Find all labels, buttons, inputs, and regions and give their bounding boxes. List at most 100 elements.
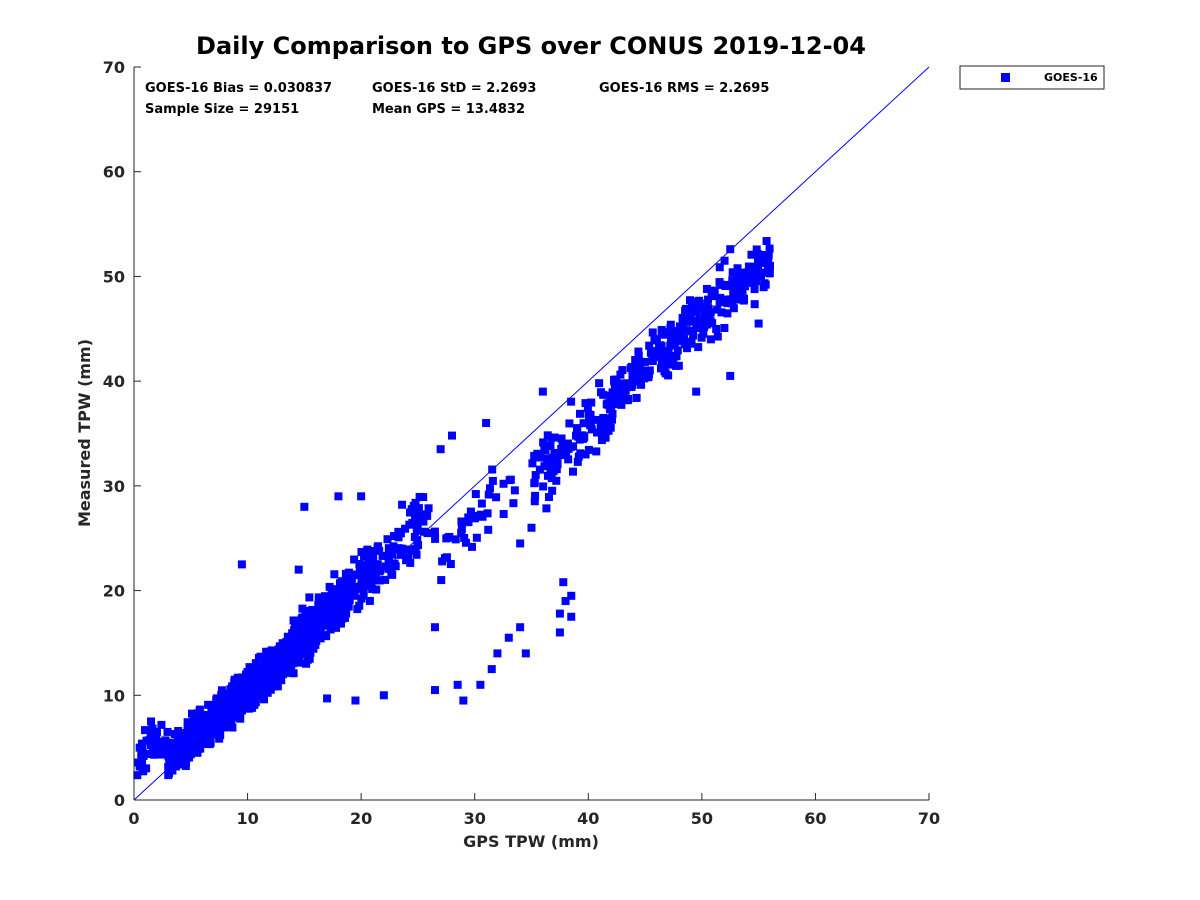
data-point bbox=[723, 309, 732, 318]
data-point bbox=[586, 421, 595, 430]
data-point bbox=[334, 593, 343, 602]
data-point bbox=[333, 609, 342, 618]
data-point bbox=[293, 627, 302, 636]
data-point bbox=[703, 299, 712, 308]
data-point bbox=[531, 471, 540, 480]
data-point bbox=[258, 685, 267, 694]
data-point bbox=[263, 652, 272, 661]
data-point bbox=[761, 268, 770, 277]
data-point bbox=[294, 565, 303, 574]
data-point bbox=[753, 249, 762, 258]
data-point bbox=[411, 498, 420, 507]
data-point bbox=[668, 353, 677, 362]
data-point bbox=[765, 244, 774, 253]
data-point bbox=[237, 560, 246, 569]
data-point bbox=[584, 410, 593, 419]
data-point bbox=[716, 293, 725, 302]
x-axis-label: GPS TPW (mm) bbox=[463, 832, 599, 851]
data-point bbox=[568, 467, 577, 476]
data-point bbox=[657, 342, 666, 351]
data-point bbox=[139, 767, 148, 776]
data-point bbox=[597, 436, 606, 445]
data-point bbox=[285, 640, 294, 649]
data-point bbox=[233, 706, 242, 715]
data-point bbox=[573, 457, 582, 466]
data-point bbox=[528, 459, 537, 468]
data-point bbox=[372, 585, 381, 594]
stat-std: GOES-16 StD = 2.2693 bbox=[372, 81, 536, 96]
data-point bbox=[505, 476, 514, 485]
data-point bbox=[394, 544, 403, 553]
data-point bbox=[179, 734, 188, 743]
data-point bbox=[229, 713, 238, 722]
data-point bbox=[717, 308, 726, 317]
data-point bbox=[750, 300, 759, 309]
data-point bbox=[584, 445, 593, 454]
stat-sample-size: Sample Size = 29151 bbox=[145, 102, 299, 117]
data-point bbox=[685, 296, 694, 305]
data-point bbox=[154, 741, 163, 750]
data-point bbox=[720, 323, 729, 332]
data-point bbox=[298, 622, 307, 631]
data-point bbox=[401, 524, 410, 533]
data-point bbox=[375, 576, 384, 585]
x-tick-label: 20 bbox=[350, 809, 372, 828]
data-point bbox=[472, 533, 481, 542]
stat-rms: GOES-16 RMS = 2.2695 bbox=[599, 81, 769, 96]
data-point bbox=[733, 264, 742, 273]
data-point bbox=[754, 319, 763, 328]
data-point bbox=[578, 431, 587, 440]
y-tick-label: 40 bbox=[103, 372, 125, 391]
data-point bbox=[516, 539, 525, 548]
data-point bbox=[504, 633, 513, 642]
data-point bbox=[413, 523, 422, 532]
data-point bbox=[419, 493, 428, 502]
data-point bbox=[557, 444, 566, 453]
data-point bbox=[181, 758, 190, 767]
data-point bbox=[596, 388, 605, 397]
data-point bbox=[648, 328, 657, 337]
data-point bbox=[330, 622, 339, 631]
data-point bbox=[383, 535, 392, 544]
data-point bbox=[598, 419, 607, 428]
data-point bbox=[718, 280, 727, 289]
data-point bbox=[543, 431, 552, 440]
data-point bbox=[165, 745, 174, 754]
data-point bbox=[666, 341, 675, 350]
data-point bbox=[631, 356, 640, 365]
data-point bbox=[587, 398, 596, 407]
data-point bbox=[662, 328, 671, 337]
data-point bbox=[424, 504, 433, 513]
data-point bbox=[374, 542, 383, 551]
data-point bbox=[706, 335, 715, 344]
data-point bbox=[539, 482, 548, 491]
data-point bbox=[550, 433, 559, 442]
data-point bbox=[593, 428, 602, 437]
data-point bbox=[546, 441, 555, 450]
data-point bbox=[610, 380, 619, 389]
data-point bbox=[398, 500, 407, 509]
data-point bbox=[347, 586, 356, 595]
data-point bbox=[370, 573, 379, 582]
data-point bbox=[430, 527, 439, 536]
data-point bbox=[316, 606, 325, 615]
data-point bbox=[544, 493, 553, 502]
data-point bbox=[720, 256, 729, 265]
data-point bbox=[340, 594, 349, 603]
data-point bbox=[619, 390, 628, 399]
data-point bbox=[538, 387, 547, 396]
data-point bbox=[689, 331, 698, 340]
data-point bbox=[657, 325, 666, 334]
data-point bbox=[199, 732, 208, 741]
data-point bbox=[648, 356, 657, 365]
data-point bbox=[316, 626, 325, 635]
data-point bbox=[493, 649, 502, 658]
data-point bbox=[606, 423, 615, 432]
data-point bbox=[362, 567, 371, 576]
data-point bbox=[669, 326, 678, 335]
data-point bbox=[328, 601, 337, 610]
data-point bbox=[305, 593, 314, 602]
data-point bbox=[246, 664, 255, 673]
data-point bbox=[252, 663, 261, 672]
data-point bbox=[375, 546, 384, 555]
